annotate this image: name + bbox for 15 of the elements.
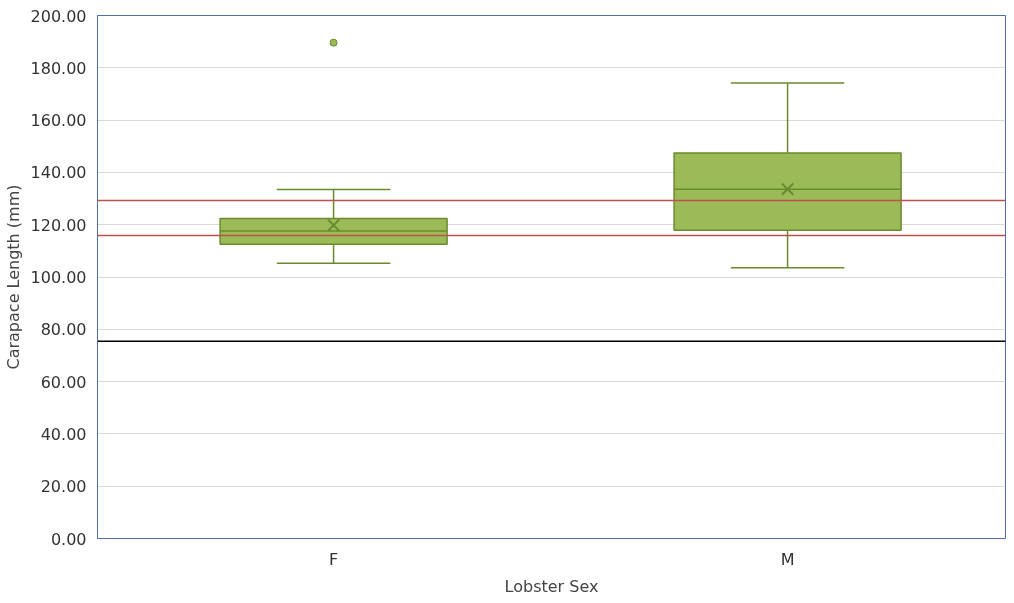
x-tick-label: M bbox=[780, 549, 795, 569]
y-tick-label: 160.00 bbox=[30, 111, 87, 131]
y-tick-label: 200.00 bbox=[30, 6, 87, 26]
y-tick-label: 0.00 bbox=[50, 529, 87, 549]
y-tick-label: 100.00 bbox=[30, 268, 87, 287]
y-tick-label: 120.00 bbox=[30, 215, 87, 235]
y-tick-label: 80.00 bbox=[40, 320, 87, 340]
y-tick-label: 140.00 bbox=[30, 163, 87, 183]
y-axis-title: Carapace Length (mm) bbox=[3, 184, 23, 370]
x-axis-title: Lobster Sex bbox=[504, 576, 599, 596]
y-tick-label: 180.00 bbox=[30, 58, 87, 78]
y-tick-label: 40.00 bbox=[40, 424, 87, 444]
y-tick-label: 60.00 bbox=[40, 372, 87, 392]
x-tick-label: F bbox=[328, 549, 339, 569]
y-tick-label: 20.00 bbox=[40, 477, 87, 497]
